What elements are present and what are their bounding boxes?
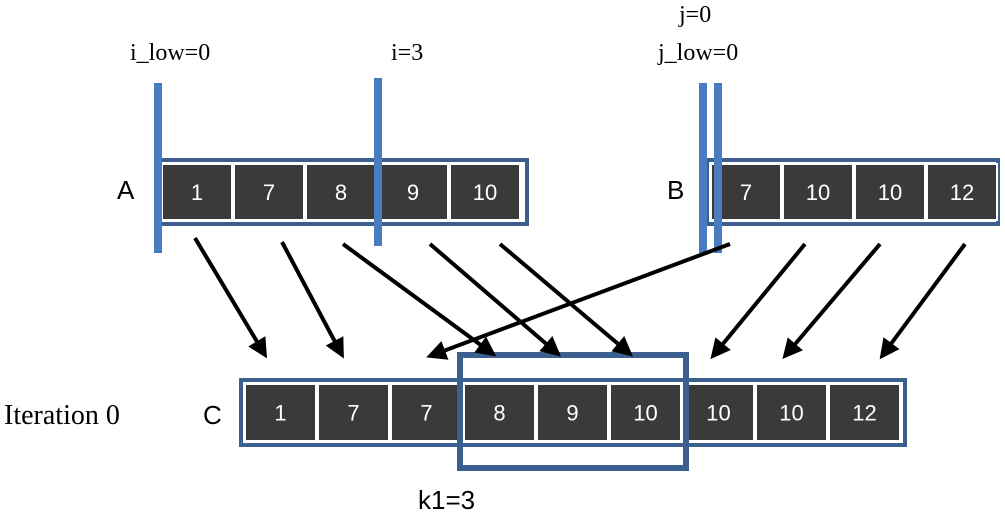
i-marker xyxy=(374,78,382,246)
array-b: 7 10 10 12 xyxy=(705,158,1000,226)
j-low-label: j_low=0 xyxy=(657,40,738,66)
i-label: i=3 xyxy=(391,40,423,66)
array-c-cell: 10 xyxy=(609,383,682,442)
array-b-cell-box xyxy=(926,163,998,221)
array-c-cell: 10 xyxy=(755,383,828,442)
array-a-cell-value: 8 xyxy=(335,180,347,205)
array-b-cell: 10 xyxy=(854,163,926,221)
array-c-cell-value: 7 xyxy=(420,401,432,426)
i-low-label: i_low=0 xyxy=(130,40,210,66)
array-b-cell-value: 7 xyxy=(740,180,752,205)
array-c-cell-value: 9 xyxy=(566,401,578,426)
array-c-cell-box xyxy=(609,383,682,442)
arrow-a4-to-c5 xyxy=(428,242,562,357)
array-c-cell-box xyxy=(755,383,828,442)
array-b-cell-box xyxy=(854,163,926,221)
array-c-cell: 7 xyxy=(390,383,463,442)
array-b-cell: 12 xyxy=(926,163,998,221)
array-a-cell-value: 9 xyxy=(407,180,419,205)
array-a-cell: 7 xyxy=(233,163,305,221)
array-c-cell-value: 8 xyxy=(493,401,505,426)
array-c-cell: 8 xyxy=(463,383,536,442)
array-c-cell-value: 7 xyxy=(347,401,359,426)
array-a-cell-value: 1 xyxy=(191,180,203,205)
array-c-cell: 1 xyxy=(244,383,317,442)
array-c-cell-box xyxy=(828,383,901,442)
array-a-cell: 10 xyxy=(449,163,521,221)
array-c-label: C xyxy=(203,400,222,430)
array-b-cell: 7 xyxy=(710,163,782,221)
array-a-cell: 8 xyxy=(305,163,377,221)
arrow-b2-to-c7 xyxy=(710,242,807,360)
array-c-cell-value: 10 xyxy=(633,401,657,426)
array-c-cell-box xyxy=(317,383,390,442)
array-a: 1 7 8 9 10 xyxy=(155,158,529,226)
array-a-cell-value: 7 xyxy=(263,180,275,205)
array-c-cell-box xyxy=(244,383,317,442)
array-b-cell-value: 10 xyxy=(806,180,830,205)
array-b-cell-value: 12 xyxy=(950,180,974,205)
arrow-b4-to-c9 xyxy=(879,242,967,360)
array-a-cell: 1 xyxy=(161,163,233,221)
iteration-label: Iteration 0 xyxy=(4,400,120,431)
arrow-a2-to-c2 xyxy=(280,241,344,359)
j-marker xyxy=(699,83,707,253)
array-a-cell: 9 xyxy=(377,163,449,221)
array-c-cell: 7 xyxy=(317,383,390,442)
array-c-cell-value: 12 xyxy=(852,401,876,426)
merge-arrows xyxy=(193,236,967,360)
array-c-cell-box xyxy=(682,383,755,442)
k1-window xyxy=(457,352,689,471)
array-c-cell: 9 xyxy=(536,383,609,442)
array-c-cell-box xyxy=(463,383,536,442)
array-b-cell-value: 10 xyxy=(878,180,902,205)
k1-label: k1=3 xyxy=(418,485,475,514)
array-c-cell: 10 xyxy=(682,383,755,442)
array-b-label: B xyxy=(667,175,684,205)
array-c-cell-box xyxy=(536,383,609,442)
array-c-frame xyxy=(239,378,907,447)
array-c-cell-value: 10 xyxy=(779,401,803,426)
j-low-marker xyxy=(714,83,722,253)
j-label: j=0 xyxy=(678,2,711,28)
array-b-cell-box xyxy=(710,163,782,221)
array-c: 1 7 7 8 9 10 10 10 12 xyxy=(239,378,907,447)
array-b-cell-box xyxy=(782,163,854,221)
arrow-b3-to-c8 xyxy=(782,242,882,360)
array-a-cell-box xyxy=(449,163,521,221)
arrow-b1-to-c3 xyxy=(426,242,731,360)
array-b-cell: 10 xyxy=(782,163,854,221)
arrow-a3-to-c4 xyxy=(341,242,497,357)
array-a-cell-value: 10 xyxy=(473,180,497,205)
array-c-cell-box xyxy=(390,383,463,442)
arrow-a1-to-c1 xyxy=(193,236,268,359)
array-a-label: A xyxy=(117,175,135,205)
array-c-cell-value: 1 xyxy=(274,401,286,426)
arrow-a5-to-c6 xyxy=(498,242,634,357)
array-a-cell-box xyxy=(233,163,305,221)
i-low-marker xyxy=(154,83,162,253)
array-c-cell-value: 10 xyxy=(706,401,730,426)
array-c-cell: 12 xyxy=(828,383,901,442)
